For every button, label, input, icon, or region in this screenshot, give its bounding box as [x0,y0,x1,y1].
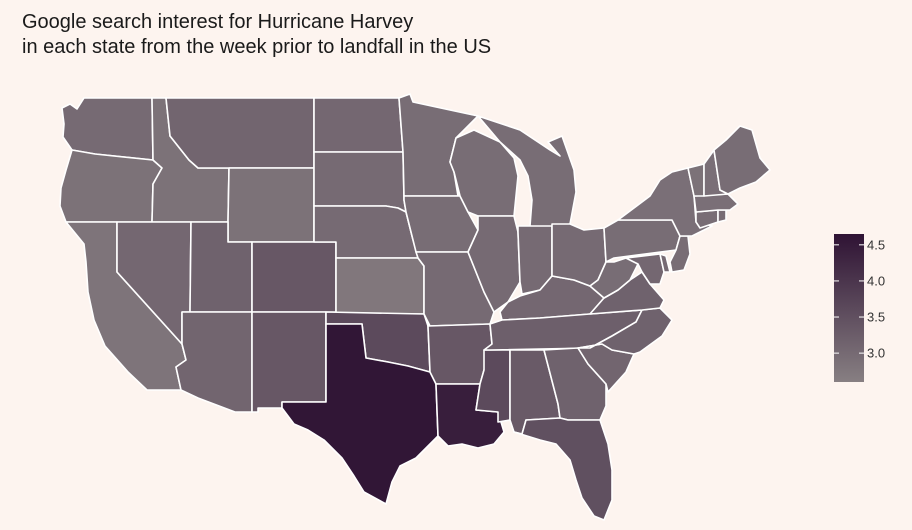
states-layer [59,93,771,521]
state-NM [251,311,327,413]
state-MT [165,97,315,169]
state-CO [251,241,337,313]
legend-ticks: 3.0 3.5 4.0 4.5 [834,237,885,361]
state-RI [717,209,727,223]
map-title: Google search interest for Hurricane Har… [22,10,491,60]
legend-tick-label: 4.0 [867,273,885,288]
state-DE [659,253,671,273]
state-WY [227,167,315,243]
state-IL [467,215,521,313]
state-NC [577,307,673,355]
title-line-1: Google search interest for Hurricane Har… [22,11,414,33]
legend-colorbar [834,234,864,382]
state-OH [551,223,607,287]
state-KS [335,257,425,315]
legend-tick-label: 3.0 [867,346,885,361]
state-ND [313,97,404,153]
state-WV [589,257,639,299]
legend-tick-label: 3.5 [867,310,885,325]
state-MI [477,115,577,229]
legend-tick-label: 4.5 [867,237,885,252]
title-line-2: in each state from the week prior to lan… [22,36,492,58]
state-OR [59,149,163,223]
state-TX [281,323,439,505]
state-AZ [175,311,253,413]
state-ME [713,125,771,195]
state-FL [513,417,613,521]
legend: 3.0 3.5 4.0 4.5 [834,234,885,382]
state-SD [313,151,407,213]
state-CT [695,209,719,229]
